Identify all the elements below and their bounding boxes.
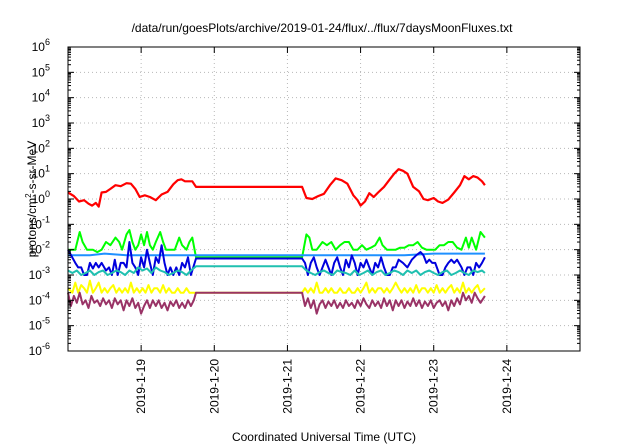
series-line-5	[67, 265, 486, 276]
data-series	[67, 168, 486, 315]
series-line-3	[68, 252, 485, 257]
y-tick-label: 10-1	[29, 214, 50, 231]
series-line-2	[68, 229, 486, 259]
x-tick-label: 2019-1-20	[207, 359, 221, 414]
x-tick-label: 2019-1-19	[134, 359, 148, 414]
series-line-4	[67, 241, 486, 276]
y-tick-label: 101	[32, 164, 50, 181]
x-axis-label: Coordinated Universal Time (UTC)	[232, 430, 416, 444]
y-tick-label: 105	[32, 62, 50, 79]
x-tick-label: 2019-1-23	[427, 359, 441, 414]
y-tick-label: 10-5	[29, 316, 50, 333]
series-line-7	[67, 291, 486, 315]
series-line-1	[67, 168, 486, 208]
x-axis-ticks: 2019-1-19 2019-1-20 2019-1-21 2019-1-22 2019…	[134, 47, 514, 414]
series-line-6	[67, 279, 486, 294]
y-tick-label: 10-4	[29, 290, 50, 307]
plot-frame	[67, 46, 581, 352]
y-tick-label: 10-6	[29, 341, 50, 358]
x-tick-label: 2019-1-24	[500, 359, 514, 414]
y-tick-label: 100	[32, 189, 50, 206]
y-axis-ticks: 10-6 10-5 10-4 10-3 10-2 10-1 100 101 102 103 104 1…	[29, 37, 580, 358]
y-tick-label: 102	[32, 138, 50, 155]
y-tick-label: 106	[32, 37, 50, 54]
x-tick-label: 2019-1-21	[280, 359, 294, 414]
y-tick-label: 10-3	[29, 265, 50, 282]
x-tick-label: 2019-1-22	[354, 359, 368, 414]
y-tick-label: 104	[32, 88, 50, 105]
chart-title: /data/run/goesPlots/archive/2019-01-24/f…	[132, 21, 514, 35]
y-axis-label-rest: -s-sr-MeV	[25, 141, 39, 194]
y-tick-label: 10-2	[29, 240, 50, 257]
y-tick-label: 103	[32, 113, 50, 130]
y-axis-label-base: protons/cm	[25, 198, 39, 257]
y-axis-label: protons/cm2-s-sr-MeV	[24, 141, 39, 257]
y-axis-label-sup: 2	[24, 193, 33, 198]
